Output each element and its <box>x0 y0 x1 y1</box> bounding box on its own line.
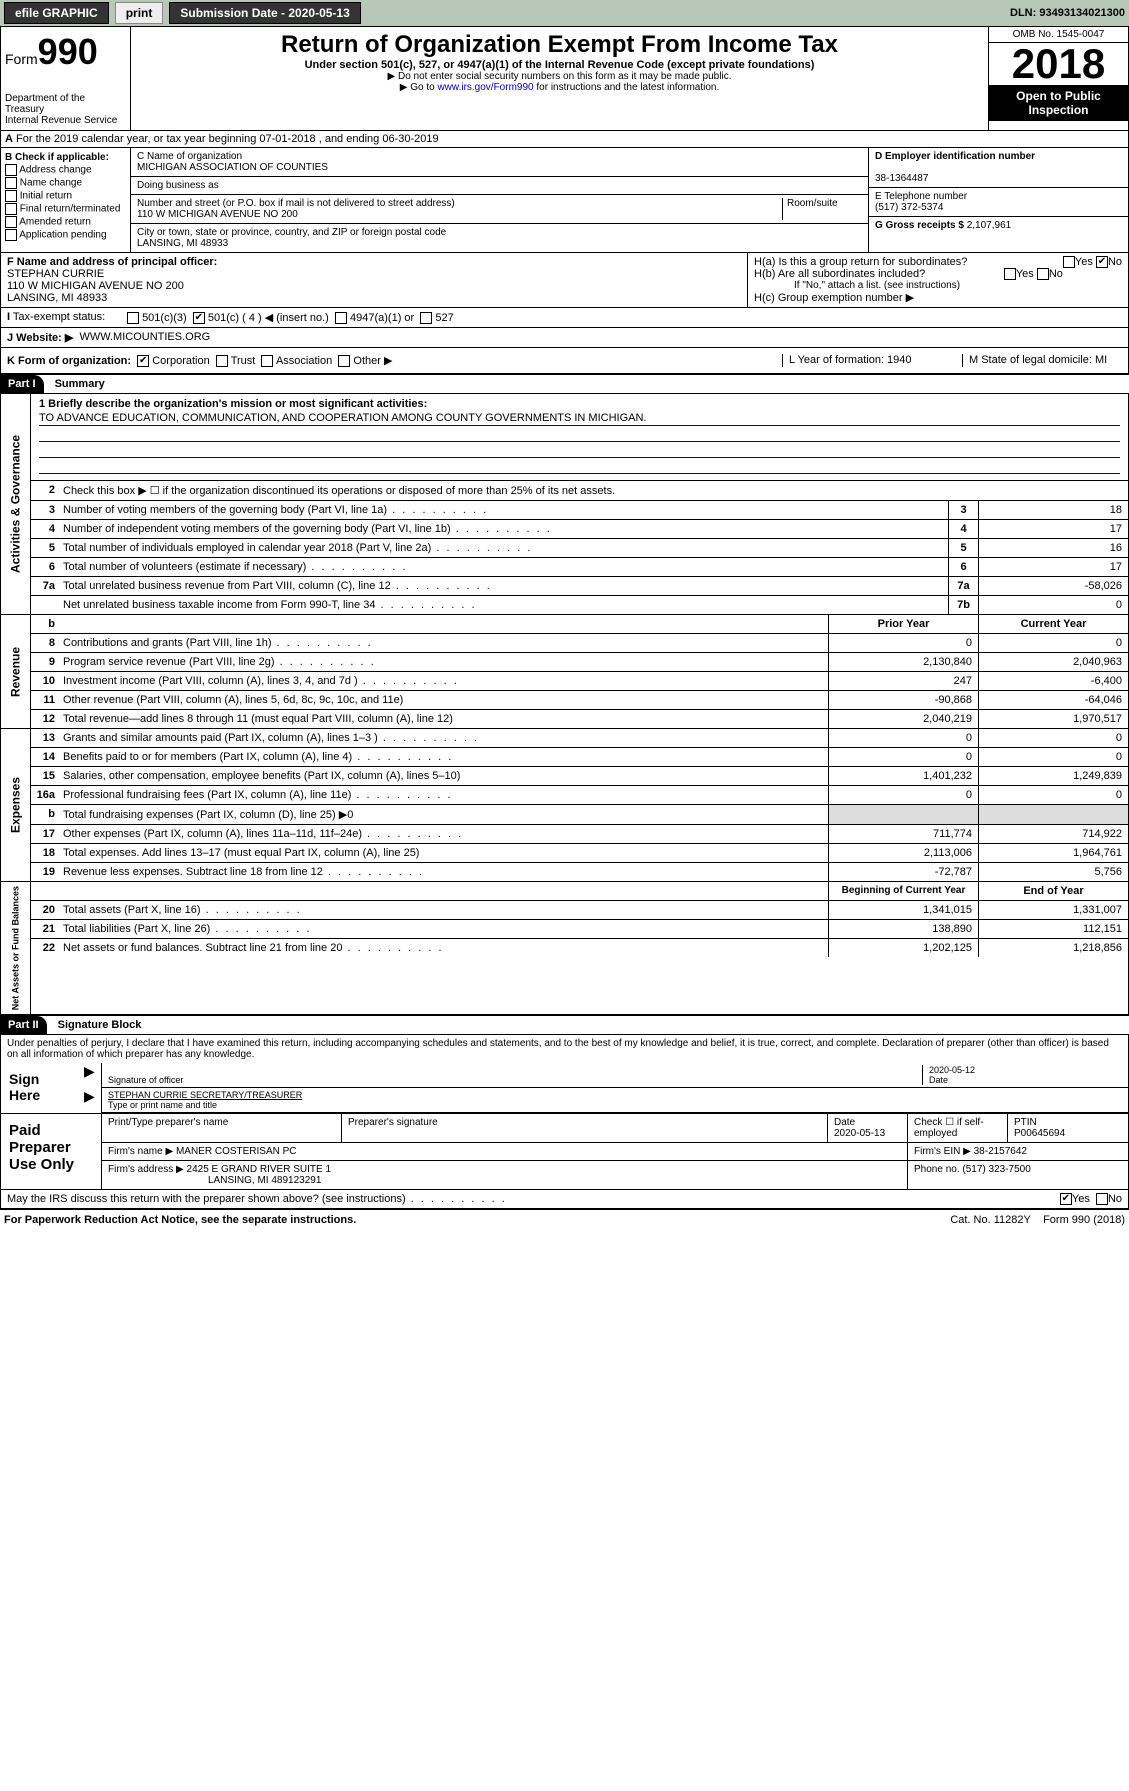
box-f: F Name and address of principal officer:… <box>1 253 748 307</box>
efile-button[interactable]: efile GRAPHIC <box>4 2 109 24</box>
paid-preparer-label: Paid Preparer Use Only <box>1 1114 101 1189</box>
section-bcd: B Check if applicable: Address change Na… <box>0 148 1129 253</box>
revenue-table: Revenue bPrior YearCurrent Year 8Contrib… <box>0 615 1129 729</box>
vtab-netassets: Net Assets or Fund Balances <box>1 882 31 1014</box>
row-fh: F Name and address of principal officer:… <box>0 253 1129 308</box>
part2-bar: Part II Signature Block <box>0 1015 1129 1034</box>
vtab-revenue: Revenue <box>1 615 31 728</box>
form-header: Form990 Department of the Treasury Inter… <box>0 26 1129 131</box>
netassets-table: Net Assets or Fund Balances Beginning of… <box>0 882 1129 1015</box>
box-h: H(a) Is this a group return for subordin… <box>748 253 1128 307</box>
page-footer: For Paperwork Reduction Act Notice, see … <box>0 1209 1129 1230</box>
dept-label: Department of the Treasury <box>5 93 126 115</box>
part1-bar: Part I Summary <box>0 374 1129 393</box>
irs-label: Internal Revenue Service <box>5 115 126 126</box>
note-ssn: ▶ Do not enter social security numbers o… <box>135 71 984 82</box>
part2-header: Part II <box>0 1016 47 1034</box>
summary-table: Activities & Governance 1 Briefly descri… <box>0 393 1129 615</box>
form-subtitle: Under section 501(c), 527, or 4947(a)(1)… <box>135 59 984 71</box>
row-k: K Form of organization: ✔ Corporation Tr… <box>0 348 1129 374</box>
discuss-row: May the IRS discuss this return with the… <box>0 1190 1129 1209</box>
irs-link[interactable]: www.irs.gov/Form990 <box>437 82 533 93</box>
box-b: B Check if applicable: Address change Na… <box>1 148 131 252</box>
box-c: C Name of organizationMICHIGAN ASSOCIATI… <box>131 148 868 252</box>
box-d: D Employer identification number38-13644… <box>868 148 1128 252</box>
form-ref: Form 990 (2018) <box>1043 1214 1125 1226</box>
expenses-table: Expenses 13Grants and similar amounts pa… <box>0 729 1129 882</box>
vtab-expenses: Expenses <box>1 729 31 881</box>
sign-here-label: Sign Here <box>1 1063 81 1113</box>
pra-notice: For Paperwork Reduction Act Notice, see … <box>4 1214 356 1226</box>
dln-label: DLN: 93493134021300 <box>1010 7 1125 19</box>
mission-block: 1 Briefly describe the organization's mi… <box>31 394 1128 480</box>
print-button[interactable]: print <box>115 2 164 24</box>
vtab-governance: Activities & Governance <box>1 394 31 614</box>
tax-year: 2018 <box>989 43 1128 85</box>
declaration-text: Under penalties of perjury, I declare th… <box>1 1035 1128 1063</box>
submission-date: Submission Date - 2020-05-13 <box>169 2 360 24</box>
form-title: Return of Organization Exempt From Incom… <box>135 31 984 59</box>
row-a-period: A For the 2019 calendar year, or tax yea… <box>0 131 1129 148</box>
signature-block: Under penalties of perjury, I declare th… <box>0 1034 1129 1114</box>
row-i: I Tax-exempt status: 501(c)(3) ✔ 501(c) … <box>0 308 1129 328</box>
part1-header: Part I <box>0 375 44 393</box>
top-bar: efile GRAPHIC print Submission Date - 20… <box>0 0 1129 26</box>
row-j: J Website: ▶ WWW.MICOUNTIES.ORG <box>0 328 1129 348</box>
note-link: ▶ Go to www.irs.gov/Form990 for instruct… <box>135 82 984 93</box>
form-number: Form990 <box>5 31 126 73</box>
preparer-block: Paid Preparer Use Only Print/Type prepar… <box>0 1114 1129 1190</box>
open-public-badge: Open to Public Inspection <box>989 85 1128 121</box>
